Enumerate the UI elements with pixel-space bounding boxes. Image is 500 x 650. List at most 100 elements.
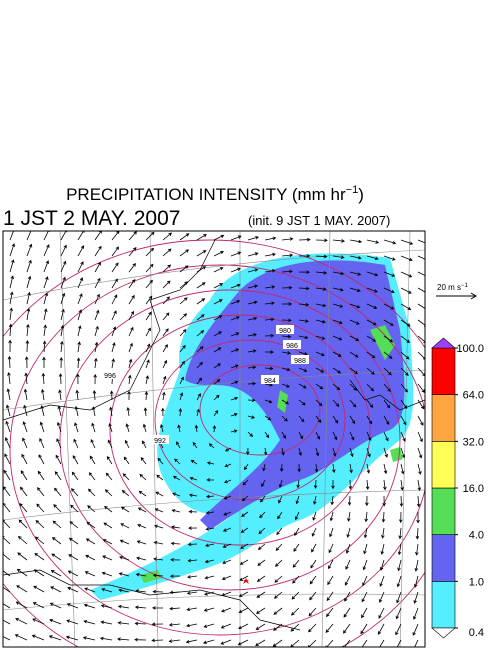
wind-arrow [119,539,130,545]
wind-arrow [273,591,283,599]
wind-arrow [204,559,215,564]
wind-arrow [204,591,215,596]
wind-arrow [50,586,62,593]
wind-arrow [363,527,368,539]
wind-arrow [206,494,215,499]
wind-arrow [247,316,258,321]
wind-arrow [349,255,362,260]
wind-arrow [383,479,387,491]
wind-arrow [366,239,380,244]
wind-arrow [313,479,318,489]
contour-label: 992 [154,438,166,445]
wind-arrow [94,357,98,369]
wind-arrow [162,248,172,257]
contour-labels: 980 984 986 988 992 996 [101,325,309,445]
wind-arrow [162,232,173,241]
wind-arrow [179,392,184,401]
contour-label: 988 [294,358,306,365]
wind-arrow [298,237,311,242]
wind-arrow [274,575,283,583]
wind-arrow [76,373,80,385]
wind-arrow [186,623,198,628]
wind-arrow [179,233,190,241]
wind-arrow [380,543,385,555]
map-frame [2,230,426,648]
wind-arrow [172,475,181,481]
wind-arrow [238,591,249,597]
wind-arrow [9,275,15,289]
wind-arrow [244,463,249,471]
wind-arrow [127,390,131,401]
wind-arrow [264,269,276,273]
wind-arrow [57,405,62,417]
wind-arrow [230,348,240,353]
wind-arrow [332,335,343,341]
wind-arrow [3,586,11,593]
wind-arrow [247,300,258,305]
wind-arrow [87,488,96,497]
wind-arrow [281,447,285,456]
wind-arrow [275,543,283,551]
wind-arrow [128,247,137,257]
wind-arrow [281,302,293,306]
wind-arrow [33,585,45,593]
wind-arrow [137,507,147,513]
wind-arrow [281,285,293,290]
wind-arrow [345,543,351,554]
wind-arrow [108,422,113,433]
wind-arrow [104,489,113,497]
wind-arrow [66,603,79,609]
wind-arrow [417,463,422,475]
wind-arrow [190,459,198,465]
wind-arrow [281,367,291,372]
wind-arrow [221,607,232,613]
wind-arrow [203,607,215,612]
wind-arrow [145,311,152,321]
wind-arrow [101,588,113,593]
wind-arrow [361,607,368,619]
wind-arrow [43,276,49,289]
wind-arrow [247,431,254,438]
contour-label-bg [151,435,169,444]
wind-arrow [128,294,135,305]
valid-time: 1 JST 2 MAY. 2007 [3,207,180,230]
wind-arrow [111,246,120,257]
wind-arrow [213,267,224,273]
wind-arrow [332,463,336,474]
wind-arrow [325,623,334,634]
wind-arrow [179,376,184,385]
wind-arrow [349,399,357,408]
wind-arrow [34,536,45,545]
wind-arrow [53,504,62,513]
wind-arrow [188,509,198,514]
wind-arrow [33,569,45,577]
wind-arrow [239,575,249,581]
wind-arrow [416,495,421,508]
wind-arrow [256,575,266,582]
wind-arrow [141,440,147,449]
wind-arrow [381,511,386,523]
wind-arrow [169,574,181,578]
wind-arrow [230,413,238,417]
wind-arrow [255,639,266,646]
wind-arrow [327,575,334,586]
wind-arrow [77,293,83,305]
wind-arrow [366,463,371,474]
wind-arrow [315,351,325,357]
wind-arrow [145,279,153,289]
wind-arrow [329,511,334,522]
wind-arrow [238,623,249,630]
wind-arrow [3,619,11,625]
wind-arrow [213,331,222,337]
wind-arrow [111,342,116,353]
wind-arrow [298,319,309,323]
wind-arrow [230,429,238,433]
wind-arrow [383,319,394,326]
wind-arrow [162,264,172,273]
wind-arrow [178,408,183,417]
wind-arrow [366,271,379,277]
wind-arrow [128,342,133,353]
wind-arrow [240,543,249,549]
wind-arrow [383,431,389,442]
wind-arrow [213,347,222,353]
